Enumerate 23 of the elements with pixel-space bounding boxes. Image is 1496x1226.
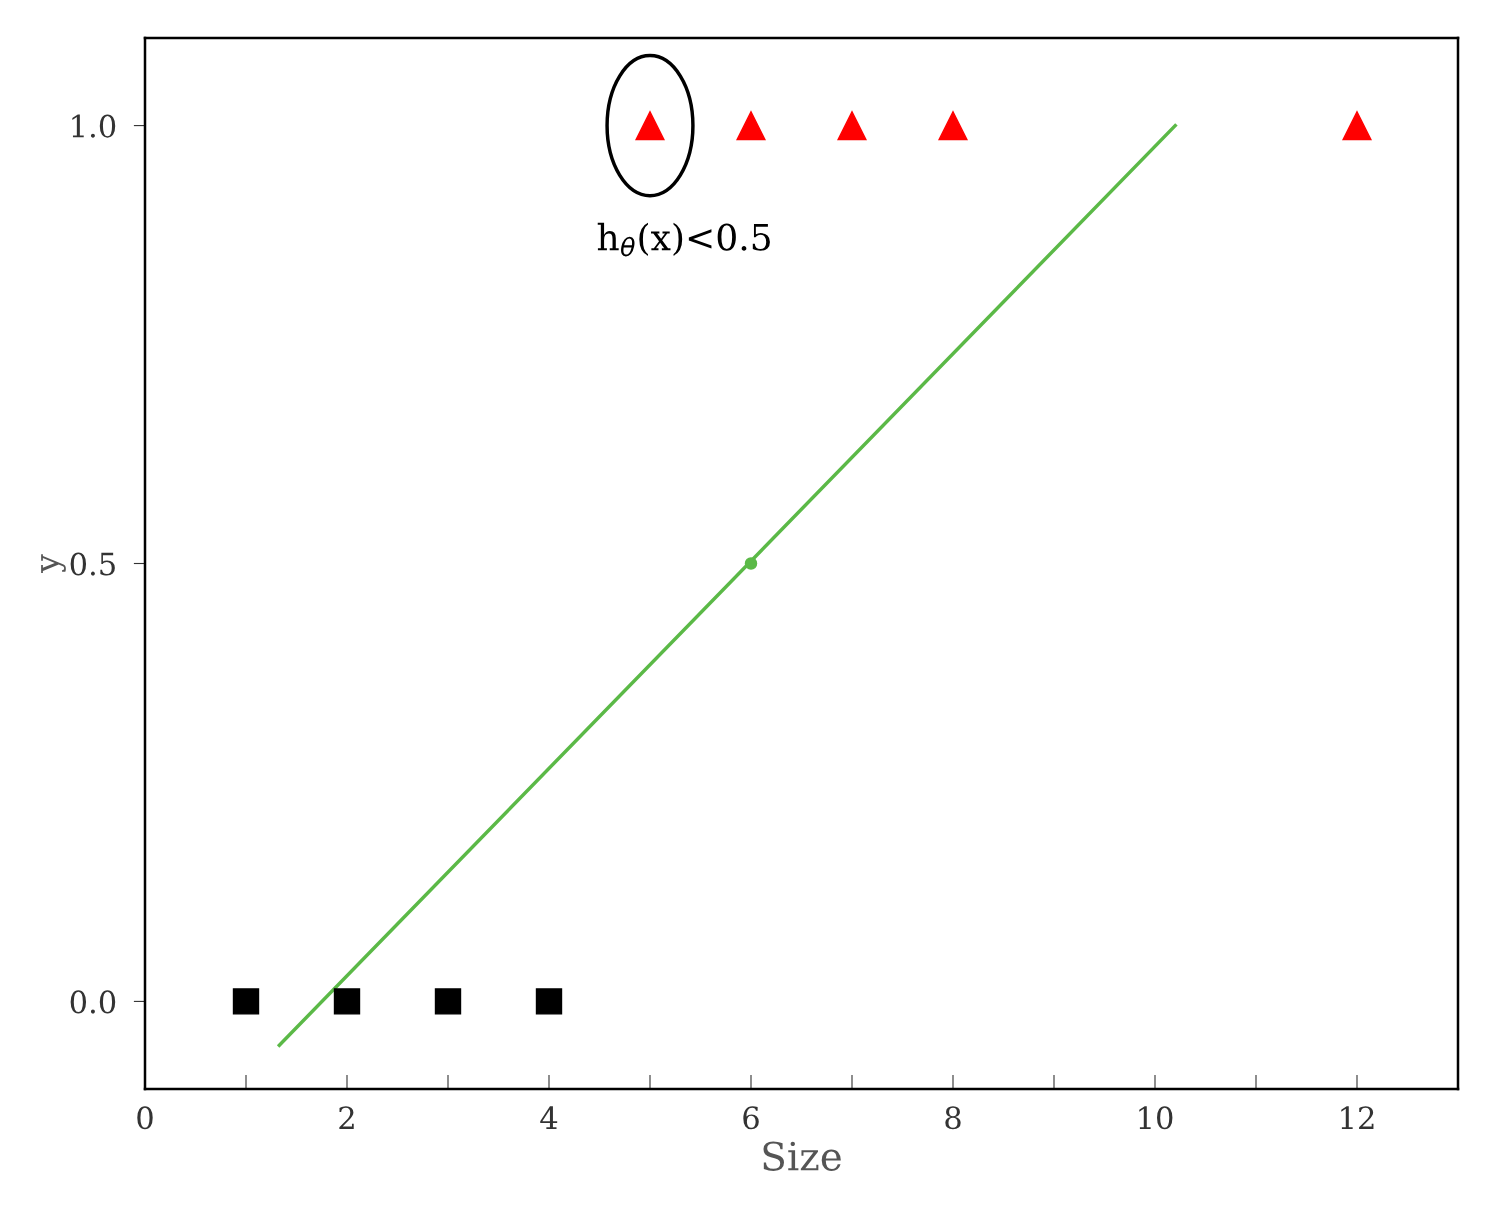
y-tick-label: 1.0 (72, 114, 116, 138)
point (1342, 110, 1372, 141)
point (837, 110, 867, 141)
x-tick-label: 6 (743, 1106, 759, 1130)
point (333, 988, 361, 1015)
y-tick-label: 0.0 (70, 990, 116, 1014)
x-tick-label: 4 (540, 1106, 558, 1129)
point (736, 110, 766, 141)
x-tick-label: 12 (1341, 1106, 1374, 1129)
x-tick-label: 10 (1139, 1106, 1173, 1130)
point (232, 988, 260, 1015)
point (635, 110, 665, 141)
point (938, 110, 968, 141)
point (744, 557, 758, 570)
point (434, 988, 462, 1015)
y-tick-label: 0.5 (70, 552, 115, 576)
x-tick-label: 8 (945, 1106, 961, 1130)
x-tick-label: 0 (137, 1106, 153, 1130)
point (535, 988, 563, 1015)
x-axis-title: Size (763, 1141, 841, 1171)
annotation: h$_{θ}$(x)<0.5 (597, 222, 770, 257)
x-tick-label: 2 (339, 1106, 354, 1129)
y-axis-title: y (41, 554, 66, 574)
